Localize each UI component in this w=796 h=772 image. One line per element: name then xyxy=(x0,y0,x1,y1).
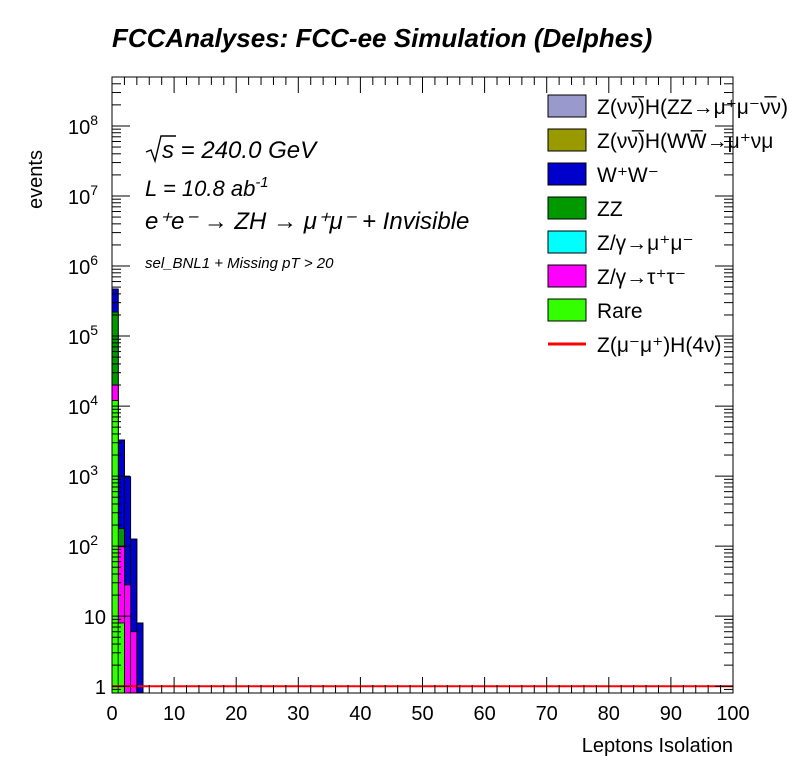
chart-title: FCCAnalyses: FCC-ee Simulation (Delphes) xyxy=(112,23,652,53)
legend-swatch xyxy=(547,94,587,118)
y-tick-label: 105 xyxy=(68,322,98,349)
y-tick-label: 106 xyxy=(68,252,98,279)
y-tick-label: 104 xyxy=(68,392,98,419)
bar-rare-bin-0 xyxy=(111,400,119,694)
legend-label: Z/γ→τ⁺τ⁻ xyxy=(597,266,686,289)
bar-rare-bin-1 xyxy=(117,622,125,694)
bar-w-w--bin-4 xyxy=(136,622,144,694)
x-tick-label: 0 xyxy=(106,703,117,725)
x-tick-label: 20 xyxy=(225,703,247,725)
lumi-text: L = 10.8 ab xyxy=(145,176,255,201)
legend-swatch xyxy=(547,298,587,322)
x-tick-label: 80 xyxy=(598,703,620,725)
y-tick-label: 10 xyxy=(84,607,106,629)
sqrt-symbol xyxy=(145,135,176,164)
bar-z--bin-2 xyxy=(124,584,132,694)
y-tick-label: 102 xyxy=(68,532,98,559)
x-tick-labels: 0 10 20 30 40 50 60 70 80 90 100 xyxy=(106,703,749,725)
x-axis-label: Leptons Isolation xyxy=(582,735,733,757)
legend-label: Z(νν̅)H(ZZ→μ⁺μ⁻ν̅ν) xyxy=(597,96,788,119)
process-annotation: e⁺e⁻ → ZH → μ⁺μ⁻ + Invisible xyxy=(145,208,469,235)
y-tick-label: 107 xyxy=(68,182,98,209)
legend: Z(νν̅)H(ZZ→μ⁺μ⁻ν̅ν) Z(νν̅)H(WW̅→μ⁺νμ W⁺W⁻ Z… xyxy=(547,94,788,357)
x-tick-label: 60 xyxy=(473,703,495,725)
y-tick-label: 1 xyxy=(95,677,106,699)
y-tick-label: 103 xyxy=(68,462,98,489)
x-tick-label: 90 xyxy=(660,703,682,725)
legend-swatch xyxy=(547,128,587,152)
bar-z--bin-3 xyxy=(130,631,138,694)
x-tick-label: 30 xyxy=(287,703,309,725)
legend-label: Z/γ→μ⁺μ⁻ xyxy=(597,232,694,255)
legend-swatch xyxy=(547,162,587,186)
selection-annotation: sel_BNL1 + Missing pT > 20 xyxy=(145,255,334,272)
y-tick-labels: 1 10 102 103 104 105 106 107 108 xyxy=(68,112,106,699)
lumi-exponent: -1 xyxy=(255,174,268,191)
legend-swatch xyxy=(547,196,587,220)
y-tick-label: 108 xyxy=(68,112,98,139)
x-tick-label: 10 xyxy=(163,703,185,725)
axis-ticks xyxy=(111,76,734,694)
legend-label: W⁺W⁻ xyxy=(597,164,659,187)
legend-label: Z(νν̅)H(WW̅→μ⁺νμ xyxy=(597,130,773,153)
y-axis-label: events xyxy=(25,150,47,209)
x-tick-label: 50 xyxy=(411,703,433,725)
x-tick-label: 70 xyxy=(536,703,558,725)
legend-swatch xyxy=(547,264,587,288)
x-tick-label: 100 xyxy=(716,703,749,725)
sqrt-s-annotation: s = 240.0 GeV xyxy=(145,135,318,164)
legend-signal-label: Z(μ⁻μ⁺)H(4ν) xyxy=(597,334,722,357)
stacked-bars xyxy=(111,288,144,694)
sqrt-s-text: s = 240.0 GeV xyxy=(162,137,318,164)
legend-label: ZZ xyxy=(597,198,623,221)
legend-label: Rare xyxy=(597,300,643,323)
legend-swatch xyxy=(547,230,587,254)
lumi-annotation: L = 10.8 ab-1 xyxy=(145,174,269,201)
x-tick-label: 40 xyxy=(349,703,371,725)
